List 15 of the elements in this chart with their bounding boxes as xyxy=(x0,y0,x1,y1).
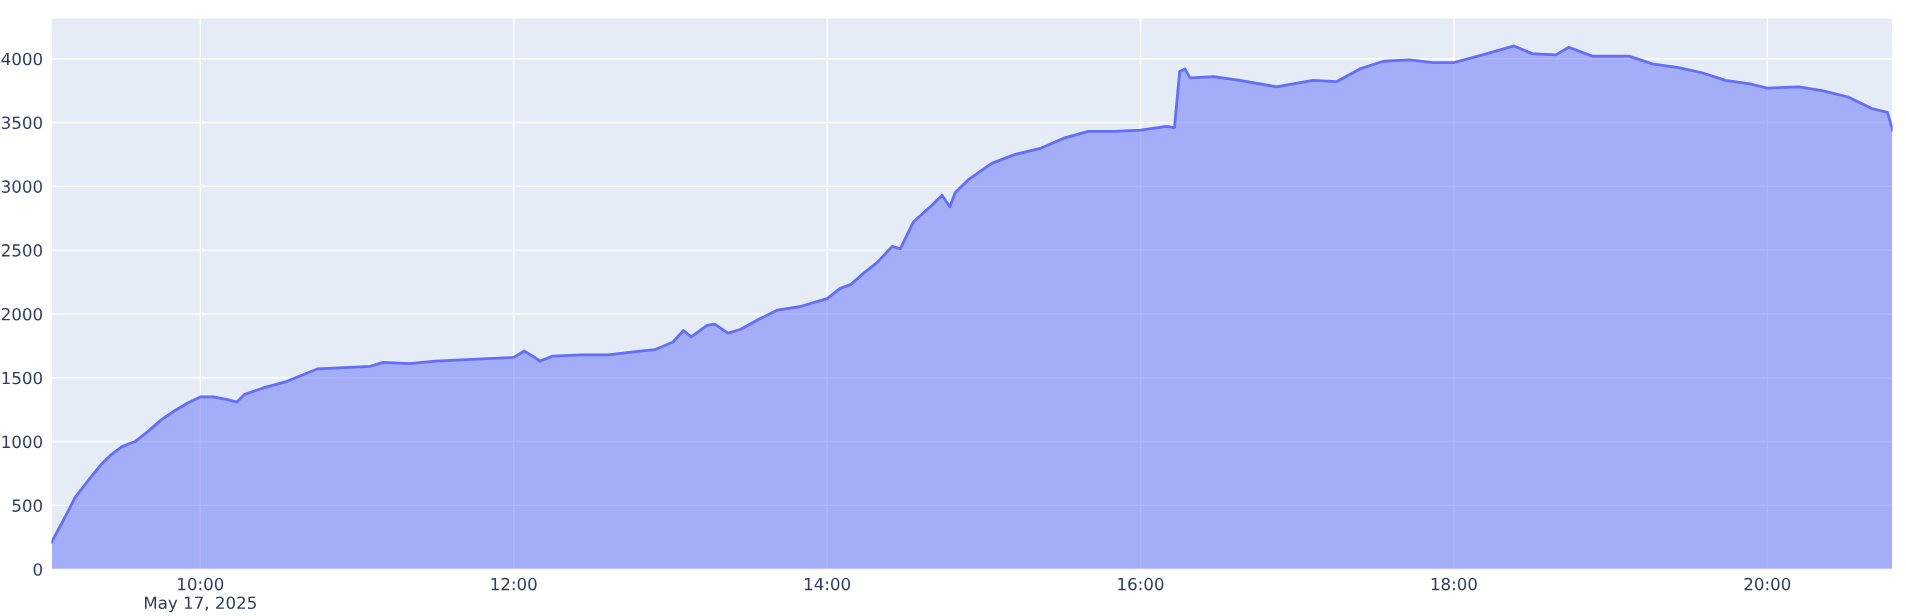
y-tick-label: 1000 xyxy=(2,435,43,449)
x-tick-label: 12:00 xyxy=(491,577,537,591)
y-tick-label: 2000 xyxy=(1,307,43,321)
x-tick-label: 20:00 xyxy=(1744,577,1791,591)
y-tick-label: 0 xyxy=(33,563,43,576)
x-tick-label: 14:00 xyxy=(804,577,851,591)
x-tick-label: 18:00 xyxy=(1431,577,1477,591)
y-tick-label: 3000 xyxy=(1,180,43,193)
y-tick-label: 500 xyxy=(12,499,43,512)
y-tick-label: 2500 xyxy=(1,244,43,257)
x-tick-label: 10:00 May 17, 2025 xyxy=(144,577,256,613)
y-tick-label: 3500 xyxy=(1,116,43,130)
y-tick-label: 1500 xyxy=(2,371,43,385)
x-tick-label: 16:00 xyxy=(1118,577,1164,591)
y-tick-label: 4000 xyxy=(1,52,43,66)
